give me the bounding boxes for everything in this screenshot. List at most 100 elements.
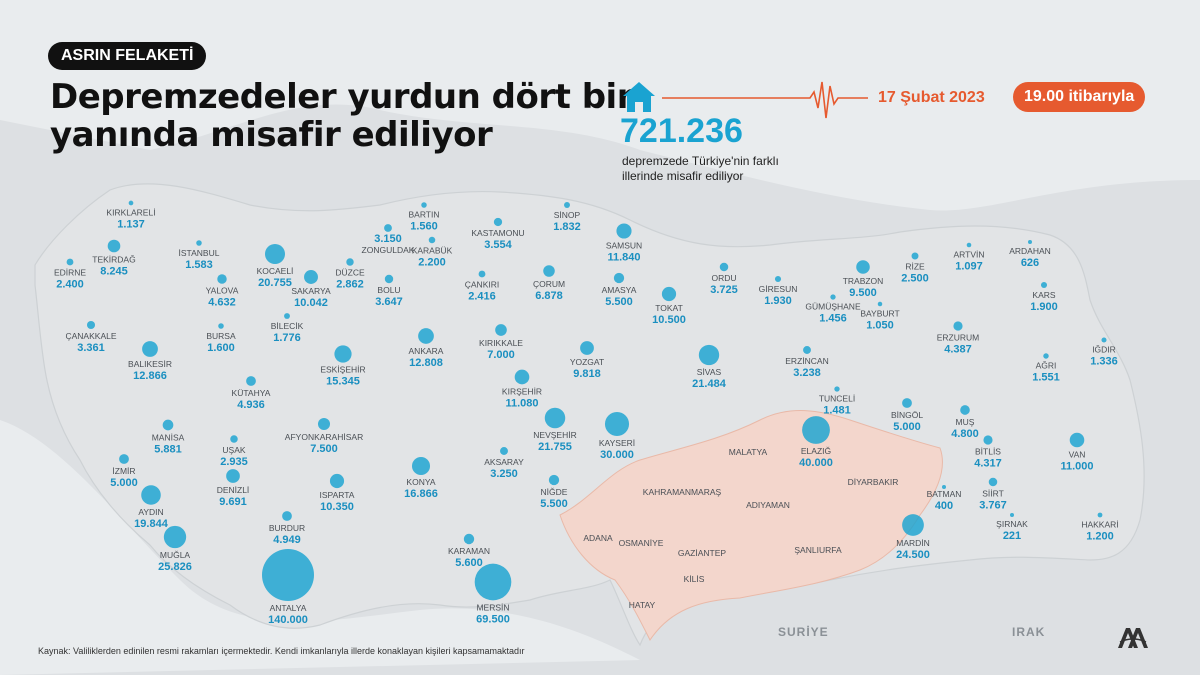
province-name-artvi-n: ARTVİN	[953, 249, 984, 259]
bubble-artvi-n	[966, 242, 972, 248]
bubble-mardi-n	[902, 514, 924, 536]
province-value-aksaray: 3.250	[490, 468, 518, 480]
province-value-çanakkale: 3.361	[77, 342, 105, 354]
province-value-kayseri-: 30.000	[600, 449, 634, 461]
bubble-ankara	[418, 328, 434, 344]
province-name-tunceli-: TUNCELİ	[819, 394, 855, 404]
province-value-şirnak: 221	[1003, 530, 1021, 542]
province-value-kocaeli-: 20.755	[258, 277, 292, 289]
province-name-amasya: AMASYA	[602, 285, 637, 295]
zone-label-kahramanmaraş: KAHRAMANMARAŞ	[643, 487, 722, 497]
bubble-afyonkarahi-sar	[317, 417, 331, 431]
province-name-muş: MUŞ	[956, 417, 975, 427]
province-value-tunceli-: 1.481	[823, 405, 851, 417]
province-name-elaziğ: ELAZIĞ	[801, 446, 831, 456]
bubble-uşak	[230, 435, 238, 443]
zone-label-ki-li-s: KİLİS	[684, 574, 705, 584]
zone-label-di-yarbakir: DİYARBAKIR	[848, 477, 899, 487]
province-name-gi-resun: GİRESUN	[759, 284, 798, 294]
bubble-çanakkale	[86, 320, 96, 330]
province-name-kirikkale: KIRIKKALE	[479, 338, 523, 348]
bubble-şirnak	[1010, 513, 1014, 517]
province-name-çorum: ÇORUM	[533, 279, 565, 289]
province-value-mersi-n: 69.500	[476, 613, 510, 625]
seismograph-icon	[662, 81, 868, 119]
bubble-balikesi-r	[142, 341, 158, 357]
province-value-bursa: 1.600	[207, 342, 235, 354]
province-name-van: VAN	[1069, 449, 1086, 459]
province-name-zonguldak: ZONGULDAK	[362, 245, 415, 255]
province-value-kirklareli-: 1.137	[117, 218, 145, 230]
date-label: 17 Şubat 2023	[878, 89, 985, 106]
zone-label-şanliurfa: ŞANLIURFA	[794, 545, 842, 555]
bubble-hakkari-	[1097, 512, 1103, 518]
bubble-deni-zli-	[226, 469, 240, 483]
province-name-aksaray: AKSARAY	[484, 457, 524, 467]
bubble-yalova	[217, 274, 227, 284]
bubble-kirikkale	[495, 324, 507, 336]
province-name-i-zmi-r: İZMİR	[112, 466, 135, 476]
province-value-erzurum: 4.387	[944, 344, 972, 356]
province-value-bi-leci-k: 1.776	[273, 332, 301, 344]
province-value-si-vas: 21.484	[692, 378, 727, 390]
province-value-i-stanbul: 1.583	[185, 259, 213, 271]
province-value-afyonkarahi-sar: 7.500	[310, 443, 338, 455]
province-name-ankara: ANKARA	[409, 346, 444, 356]
province-value-yozgat: 9.818	[573, 368, 601, 380]
province-value-artvi-n: 1.097	[955, 260, 983, 272]
province-value-mardi-n: 24.500	[896, 549, 930, 561]
province-value-edi-rne: 2.400	[56, 278, 84, 290]
province-value-ağri: 1.551	[1032, 372, 1060, 384]
province-name-trabzon: TRABZON	[843, 276, 884, 286]
bubble-van	[1069, 432, 1085, 448]
bubble-edi-rne	[66, 258, 74, 266]
province-name-çankiri: ÇANKIRI	[465, 279, 499, 289]
bubble-ri-ze	[911, 252, 919, 260]
bubble-tunceli-	[834, 386, 840, 392]
province-name-teki-rdağ: TEKİRDAĞ	[92, 254, 135, 264]
bubble-aydin	[141, 485, 161, 505]
province-value-iğdir: 1.336	[1090, 356, 1118, 368]
province-name-aydin: AYDIN	[138, 507, 163, 517]
province-name-bi-leci-k: BİLECİK	[271, 321, 304, 331]
bubble-trabzon	[856, 260, 870, 274]
province-name-kirklareli-: KIRKLARELİ	[106, 207, 155, 217]
province-value-çorum: 6.878	[535, 290, 563, 302]
province-name-isparta: ISPARTA	[320, 490, 355, 500]
bubble-mersi-n	[474, 563, 512, 601]
province-value-muğla: 25.826	[158, 561, 192, 573]
title-line-1: Depremzedeler yurdun dört bir	[50, 77, 633, 117]
province-value-van: 11.000	[1060, 460, 1093, 472]
province-name-bolu: BOLU	[377, 285, 400, 295]
country-label-syria: SURİYE	[778, 625, 829, 639]
province-name-afyonkarahi-sar: AFYONKARAHİSAR	[285, 432, 363, 442]
bubble-bi-ngöl	[902, 398, 912, 408]
province-name-ardahan: ARDAHAN	[1009, 246, 1051, 256]
province-value-kastamonu: 3.554	[484, 239, 512, 251]
bubble-zonguldak	[384, 224, 392, 232]
province-value-kirşehi-r: 11.080	[505, 397, 538, 409]
earthquake-zone	[559, 410, 943, 641]
province-value-mani-sa: 5.881	[154, 443, 182, 455]
bubble-elaziğ	[802, 416, 830, 444]
province-name-kars: KARS	[1032, 290, 1055, 300]
province-name-tokat: TOKAT	[655, 303, 683, 313]
province-name-bayburt: BAYBURT	[860, 308, 899, 318]
total-description-line-1: depremzede Türkiye'nin farklı	[622, 154, 779, 168]
province-value-uşak: 2.935	[220, 456, 248, 468]
total-description: depremzede Türkiye'nin farklı illerinde …	[622, 154, 812, 184]
province-value-bi-tli-s: 4.317	[974, 458, 1002, 470]
bubble-ni-ğde	[548, 474, 560, 486]
province-value-hakkari-: 1.200	[1086, 530, 1114, 542]
bubble-ordu	[719, 262, 729, 272]
bubble-burdur	[282, 511, 292, 521]
country-label-iraq: IRAK	[1012, 625, 1046, 639]
province-name-mersi-n: MERSİN	[476, 602, 509, 612]
bubble-tokat	[661, 286, 677, 302]
bubble-çankiri	[478, 270, 486, 278]
bubble-kocaeli-	[264, 243, 286, 265]
page-title: Depremzedeler yurdun dört bir yanında mi…	[50, 78, 633, 154]
province-name-bi-tli-s: BİTLİS	[975, 447, 1001, 457]
bubble-iğdir	[1101, 337, 1107, 343]
